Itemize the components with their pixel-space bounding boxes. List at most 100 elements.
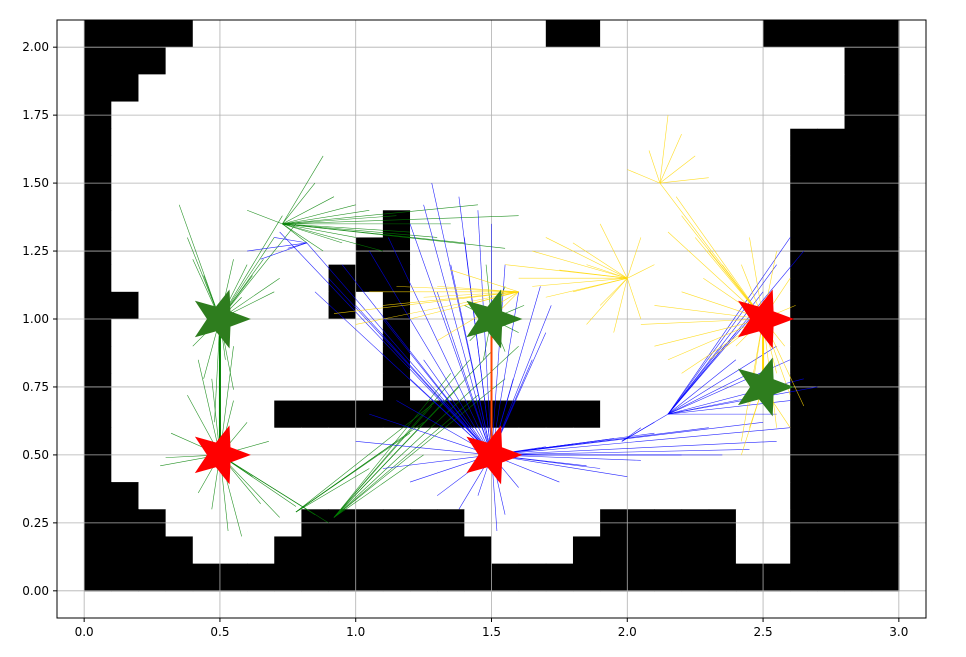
rrt-trees [160,115,818,537]
free-cell [219,346,248,374]
obstacle-cell [654,536,683,565]
tree-edge [282,223,356,238]
free-cell [274,454,302,483]
free-cell [111,155,139,184]
free-cell [790,74,818,103]
obstacle-cell [790,536,818,565]
tree-edge [274,237,307,244]
obstacle-cell [790,183,818,211]
obstacle-cell [817,400,846,429]
free-cell [165,400,194,429]
free-cell [165,291,194,320]
free-cell [600,210,628,238]
obstacle-cell [545,20,574,48]
free-cell [192,74,221,103]
free-cell [328,155,357,184]
obstacle-cell [817,20,846,48]
tree-edge [654,318,764,347]
tree-edge [626,237,642,279]
obstacle-cell [681,536,710,565]
tree-edge [667,345,723,415]
obstacle-cell [138,536,167,565]
obstacle-cell [790,427,818,456]
free-cell [165,454,194,483]
free-cell [681,291,710,320]
goal-star-marker [194,289,251,349]
free-cell [763,536,791,565]
obstacle-cell [111,291,139,320]
obstacle-cell [871,400,900,429]
free-cell [111,346,139,374]
obstacle-cell [84,563,112,592]
free-cell [437,155,465,184]
free-cell [301,291,330,320]
obstacle-cell [871,210,900,238]
free-cell [165,482,194,510]
y-tick-label: 0.25 [22,516,49,530]
obstacle-cell [84,427,112,456]
free-cell [247,210,275,238]
tree-edge [667,332,737,415]
free-cell [600,291,628,320]
tree-edge [341,264,492,456]
free-cell [572,74,601,103]
free-cell [274,47,302,75]
obstacle-cell [219,563,248,592]
free-cell [328,454,357,483]
obstacle-cell [871,427,900,456]
free-cell [545,210,574,238]
tree-edge [491,264,506,455]
tree-edge [648,150,661,184]
tree-edge [282,223,324,252]
tree-edge [675,196,764,320]
obstacle-cell [817,183,846,211]
free-cell [545,155,574,184]
free-cell [763,74,791,103]
tree-edge [287,242,307,249]
obstacle-cell [328,400,357,429]
free-cell [247,427,275,456]
obstacle-cell [790,264,818,293]
free-cell [355,20,384,48]
tree-edge [667,345,777,415]
free-cell [328,183,357,211]
tree-edge [396,286,519,293]
obstacle-cell [817,427,846,456]
free-cell [627,210,655,238]
tree-edge [187,237,221,320]
obstacle-cell [84,155,112,184]
obstacle-cell [708,536,737,565]
obstacle-cell [871,74,900,103]
free-cell [328,74,357,103]
y-tick-label: 2.00 [22,40,49,54]
free-cell [627,400,655,429]
free-cell [165,346,194,374]
obstacle-cell [871,291,900,320]
obstacle-cell [844,536,873,565]
free-cell [763,47,791,75]
y-tick-label: 1.50 [22,176,49,190]
tree-edge [369,250,492,456]
x-tick-label: 1.0 [346,625,365,639]
free-cell [355,183,384,211]
tree-edge [586,264,628,279]
free-cell [572,128,601,157]
obstacle-cell [790,563,818,592]
obstacle-cell [138,563,167,592]
free-cell [491,74,520,103]
obstacle-cell [382,319,411,347]
y-tick-label: 1.25 [22,244,49,258]
obstacle-cell [111,563,139,592]
tree-edge [282,223,308,244]
obstacle-cell [84,400,112,429]
obstacle-cell [790,128,818,157]
tree-edge [545,237,628,279]
free-cell [572,210,601,238]
obstacle-cell [871,155,900,184]
tree-edge [282,155,324,225]
x-tick-label: 2.0 [618,625,637,639]
free-cell [138,427,167,456]
obstacle-cell [790,346,818,374]
obstacle-cell [817,210,846,238]
